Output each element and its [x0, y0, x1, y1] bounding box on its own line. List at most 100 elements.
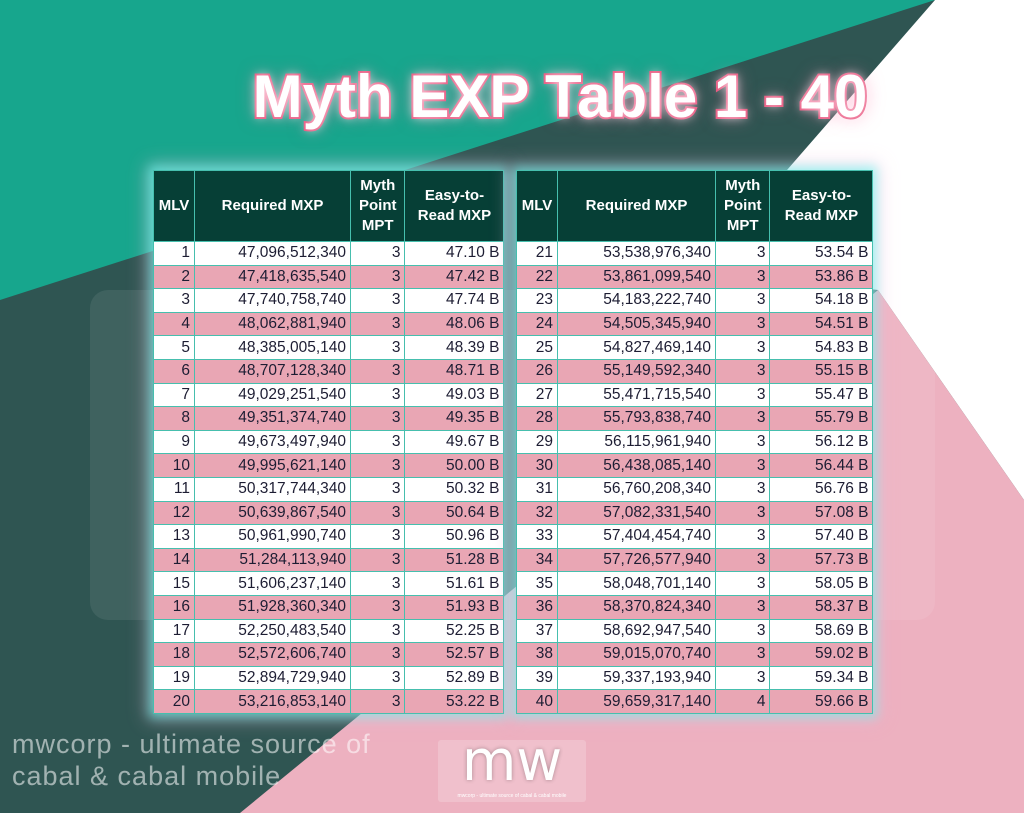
- cell-easy-read: 48.39 B: [404, 335, 505, 360]
- cell-mpt: 4: [714, 689, 771, 714]
- cell-mpt: 3: [349, 264, 406, 290]
- cell-easy-read: 47.74 B: [404, 288, 505, 313]
- cell-easy-read: 47.42 B: [404, 264, 505, 290]
- cell-mlv: 8: [153, 406, 195, 431]
- cell-mpt: 3: [349, 429, 406, 455]
- cell-mlv: 25: [516, 335, 558, 360]
- cell-required-mxp: 58,692,947,540: [557, 618, 716, 644]
- table-row: 13 50,961,990,740 3 50.96 B: [153, 524, 505, 549]
- cell-required-mxp: 53,538,976,340: [557, 241, 716, 266]
- cell-required-mxp: 49,995,621,140: [194, 453, 351, 478]
- cell-easy-read: 56.44 B: [769, 453, 874, 478]
- cell-mlv: 17: [153, 618, 195, 644]
- cell-mpt: 3: [714, 571, 771, 596]
- cell-mpt: 3: [349, 500, 406, 526]
- table-row: 10 49,995,621,140 3 50.00 B: [153, 453, 505, 478]
- table-row: 36 58,370,824,340 3 58.37 B: [516, 594, 874, 620]
- cell-easy-read: 57.08 B: [769, 500, 874, 526]
- cell-required-mxp: 52,250,483,540: [194, 618, 351, 644]
- cell-mpt: 3: [349, 311, 406, 337]
- table-row: 5 48,385,005,140 3 48.39 B: [153, 335, 505, 360]
- cell-mlv: 29: [516, 429, 558, 455]
- cell-mpt: 3: [349, 689, 406, 714]
- table-row: 14 51,284,113,940 3 51.28 B: [153, 547, 505, 573]
- cell-mlv: 24: [516, 311, 558, 337]
- cell-required-mxp: 56,438,085,140: [557, 453, 716, 478]
- cell-required-mxp: 48,385,005,140: [194, 335, 351, 360]
- cell-easy-read: 50.96 B: [404, 524, 505, 549]
- cell-mlv: 22: [516, 264, 558, 290]
- cell-easy-read: 53.22 B: [404, 689, 505, 714]
- table-row: 25 54,827,469,140 3 54.83 B: [516, 335, 874, 360]
- cell-mlv: 38: [516, 642, 558, 667]
- cell-required-mxp: 47,418,635,540: [194, 264, 351, 290]
- cell-mlv: 40: [516, 689, 558, 714]
- cell-mlv: 14: [153, 547, 195, 573]
- cell-mlv: 28: [516, 406, 558, 431]
- cell-mlv: 35: [516, 571, 558, 596]
- table-row: 11 50,317,744,340 3 50.32 B: [153, 476, 505, 502]
- table-row: 6 48,707,128,340 3 48.71 B: [153, 358, 505, 384]
- cell-mpt: 3: [349, 288, 406, 313]
- cell-mlv: 13: [153, 524, 195, 549]
- table-row: 30 56,438,085,140 3 56.44 B: [516, 453, 874, 478]
- cell-mlv: 34: [516, 547, 558, 573]
- cell-required-mxp: 58,370,824,340: [557, 594, 716, 620]
- cell-mpt: 3: [714, 382, 771, 408]
- table-row: 4 48,062,881,940 3 48.06 B: [153, 311, 505, 337]
- mw-logo: mw mwcorp - ultimate source of cabal & c…: [438, 734, 586, 802]
- cell-easy-read: 51.93 B: [404, 594, 505, 620]
- cell-easy-read: 50.32 B: [404, 476, 505, 502]
- cell-easy-read: 52.89 B: [404, 665, 505, 691]
- table-row: 21 53,538,976,340 3 53.54 B: [516, 241, 874, 266]
- cell-easy-read: 49.35 B: [404, 406, 505, 431]
- cell-required-mxp: 59,659,317,140: [557, 689, 716, 714]
- cell-mlv: 15: [153, 571, 195, 596]
- cell-mpt: 3: [349, 241, 406, 266]
- table-row: 28 55,793,838,740 3 55.79 B: [516, 406, 874, 431]
- cell-mlv: 23: [516, 288, 558, 313]
- cell-required-mxp: 50,639,867,540: [194, 500, 351, 526]
- cell-required-mxp: 49,351,374,740: [194, 406, 351, 431]
- cell-easy-read: 55.15 B: [769, 358, 874, 384]
- cell-mpt: 3: [714, 453, 771, 478]
- cell-mlv: 21: [516, 241, 558, 266]
- cell-mpt: 3: [714, 358, 771, 384]
- table-row: 19 52,894,729,940 3 52.89 B: [153, 665, 505, 691]
- cell-mlv: 6: [153, 358, 195, 384]
- cell-mpt: 3: [714, 524, 771, 549]
- cell-required-mxp: 48,707,128,340: [194, 358, 351, 384]
- cell-mlv: 36: [516, 594, 558, 620]
- cell-mpt: 3: [714, 288, 771, 313]
- table-row: 35 58,048,701,140 3 58.05 B: [516, 571, 874, 596]
- cell-easy-read: 53.86 B: [769, 264, 874, 290]
- table-row: 40 59,659,317,140 4 59.66 B: [516, 689, 874, 714]
- table-row: 18 52,572,606,740 3 52.57 B: [153, 642, 505, 667]
- cell-required-mxp: 49,673,497,940: [194, 429, 351, 455]
- cell-mpt: 3: [714, 311, 771, 337]
- cell-easy-read: 58.69 B: [769, 618, 874, 644]
- cell-easy-read: 47.10 B: [404, 241, 505, 266]
- cell-mpt: 3: [349, 618, 406, 644]
- cell-easy-read: 50.00 B: [404, 453, 505, 478]
- cell-easy-read: 51.28 B: [404, 547, 505, 573]
- cell-mpt: 3: [714, 642, 771, 667]
- cell-required-mxp: 47,740,758,740: [194, 288, 351, 313]
- cell-mpt: 3: [714, 665, 771, 691]
- table-row: 37 58,692,947,540 3 58.69 B: [516, 618, 874, 644]
- logo-mark: mw: [461, 729, 563, 794]
- cell-easy-read: 57.40 B: [769, 524, 874, 549]
- cell-easy-read: 58.05 B: [769, 571, 874, 596]
- cell-mlv: 32: [516, 500, 558, 526]
- cell-mpt: 3: [349, 453, 406, 478]
- cell-mlv: 26: [516, 358, 558, 384]
- cell-required-mxp: 57,726,577,940: [557, 547, 716, 573]
- cell-mlv: 31: [516, 476, 558, 502]
- cell-required-mxp: 52,572,606,740: [194, 642, 351, 667]
- cell-mpt: 3: [714, 500, 771, 526]
- table-row: 34 57,726,577,940 3 57.73 B: [516, 547, 874, 573]
- cell-required-mxp: 49,029,251,540: [194, 382, 351, 408]
- cell-required-mxp: 54,505,345,940: [557, 311, 716, 337]
- header-easy-read: Easy-to-Read MXP: [769, 170, 874, 242]
- cell-mlv: 11: [153, 476, 195, 502]
